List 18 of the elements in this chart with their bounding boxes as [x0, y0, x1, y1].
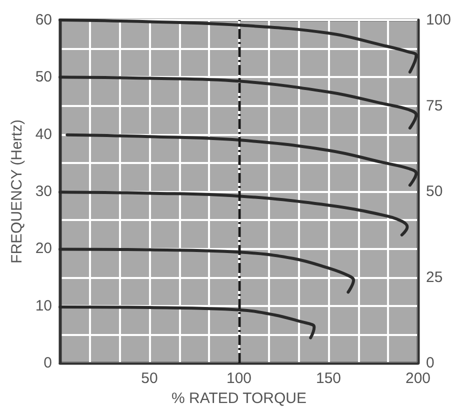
y2-tick-label: 50 — [426, 183, 443, 200]
x-tick-label: 150 — [316, 370, 342, 387]
x-tick-label: 200 — [405, 370, 431, 387]
y-tick-label: 10 — [35, 297, 52, 314]
y2-tick-label: 75 — [426, 97, 443, 114]
x-axis-title: % RATED TORQUE — [171, 390, 307, 407]
y2-tick-label: 100 — [426, 12, 452, 28]
y-tick-label: 40 — [35, 126, 52, 143]
x-tick-label: 50 — [141, 370, 158, 387]
y2-tick-label: 25 — [426, 268, 443, 286]
y-tick-label: 0 — [44, 354, 52, 372]
y-axis-title: FREQUENCY (Hertz) — [8, 120, 26, 264]
y-tick-label: 30 — [35, 183, 52, 200]
y-tick-label: 50 — [35, 68, 52, 86]
x-tick-label: 100 — [226, 370, 252, 387]
y-tick-label: 60 — [35, 12, 52, 28]
y-tick-label: 20 — [35, 240, 52, 258]
y2-tick-label: 0 — [426, 354, 434, 372]
